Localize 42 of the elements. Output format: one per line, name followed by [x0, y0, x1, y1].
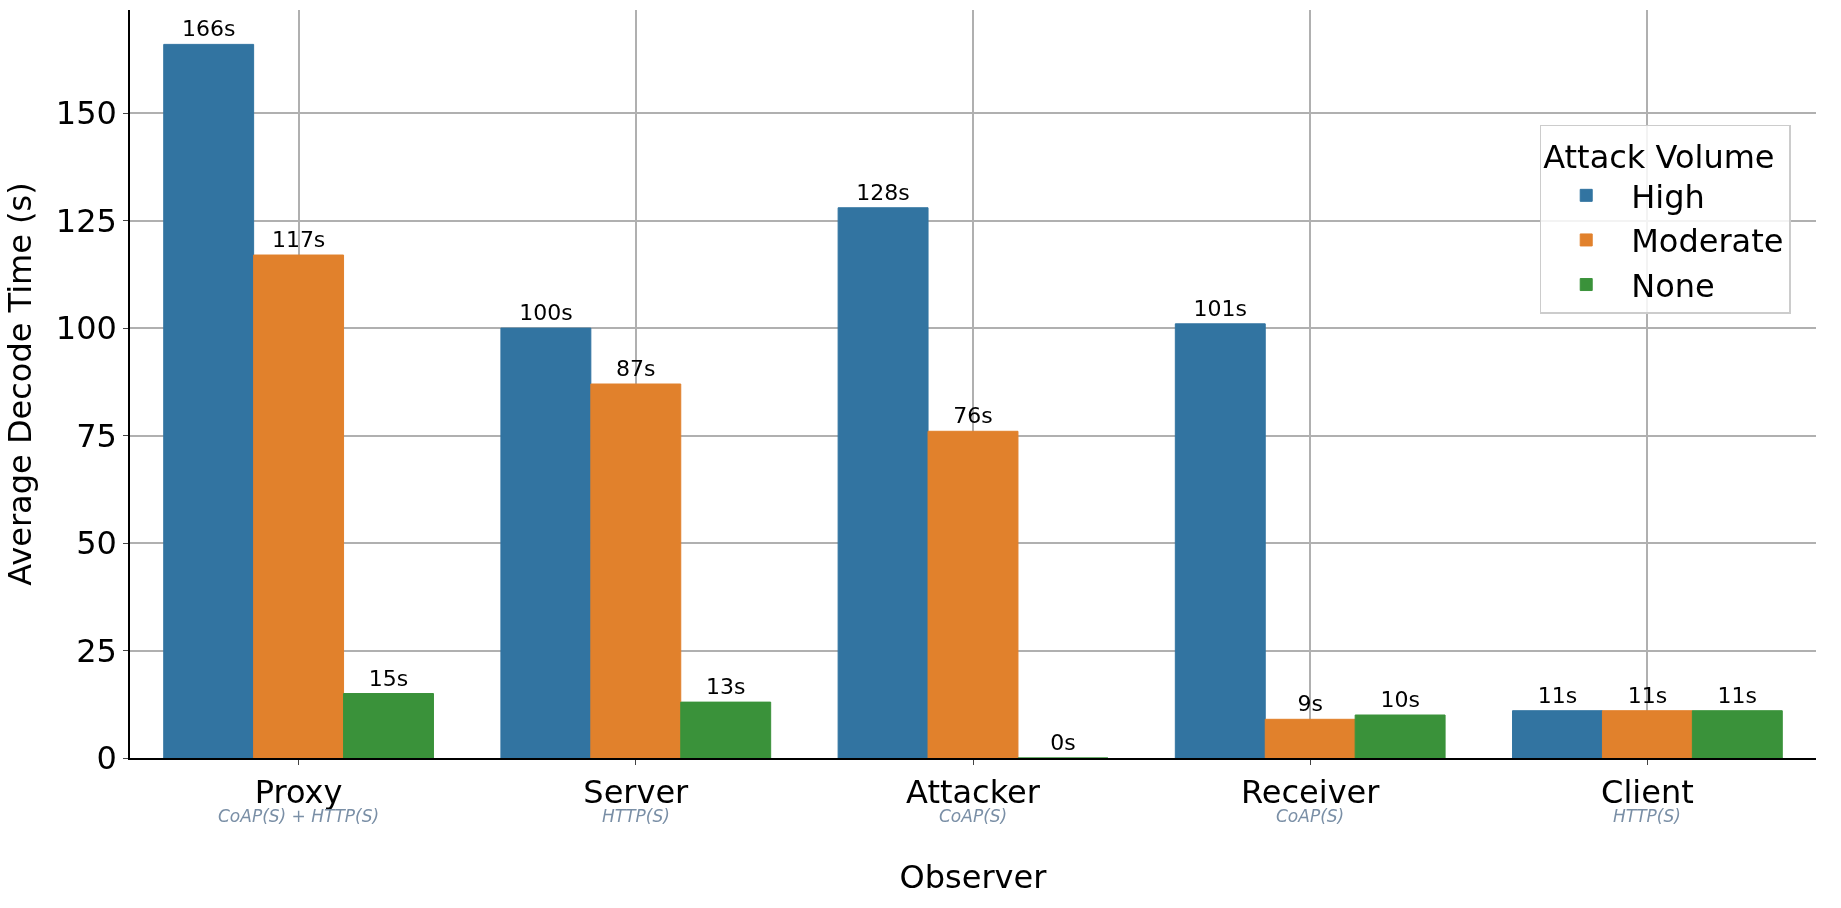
bar	[1174, 323, 1266, 758]
y-tick-label: 50	[76, 524, 117, 563]
bar	[837, 207, 929, 758]
data-label: 13s	[705, 674, 746, 700]
data-label: 100s	[519, 300, 573, 326]
data-label: 10s	[1380, 687, 1420, 713]
data-label: 166s	[181, 16, 236, 42]
data-label: 101s	[1193, 295, 1248, 321]
y-tick-label: 150	[55, 94, 117, 133]
bar	[253, 254, 345, 758]
legend-label: None	[1631, 267, 1715, 306]
data-label: 0s	[1050, 730, 1076, 755]
x-axis-title: Observer	[899, 857, 1048, 896]
bar	[680, 701, 772, 758]
data-label: 87s	[616, 356, 656, 381]
bar	[1354, 714, 1446, 758]
bar	[1691, 710, 1783, 758]
y-axis-title: Average Decode Time (s)	[0, 182, 39, 586]
y-tick-label: 125	[55, 201, 117, 240]
legend-label: High	[1631, 177, 1705, 216]
bar	[343, 693, 434, 758]
data-label: 11s	[1627, 682, 1668, 708]
data-label: 11s	[1717, 682, 1758, 708]
data-label: 15s	[368, 665, 409, 691]
y-tick-label: 25	[76, 631, 117, 670]
data-label: 11s	[1537, 682, 1578, 708]
legend-label: Moderate	[1631, 222, 1784, 261]
data-label: 76s	[953, 403, 993, 429]
bar	[1264, 718, 1356, 758]
bar	[590, 383, 682, 758]
data-label: 117s	[271, 227, 326, 253]
y-tick-label: 100	[55, 309, 117, 348]
data-label: 9s	[1297, 691, 1323, 717]
y-tick-label: 75	[76, 416, 117, 455]
data-label: 128s	[856, 179, 910, 205]
y-tick-label: 0	[96, 739, 117, 778]
bar	[500, 327, 592, 758]
bar	[927, 430, 1019, 758]
bar	[1601, 710, 1693, 758]
legend-title: Attack Volume	[1543, 138, 1775, 177]
bar	[163, 43, 255, 758]
bar	[1512, 710, 1603, 758]
